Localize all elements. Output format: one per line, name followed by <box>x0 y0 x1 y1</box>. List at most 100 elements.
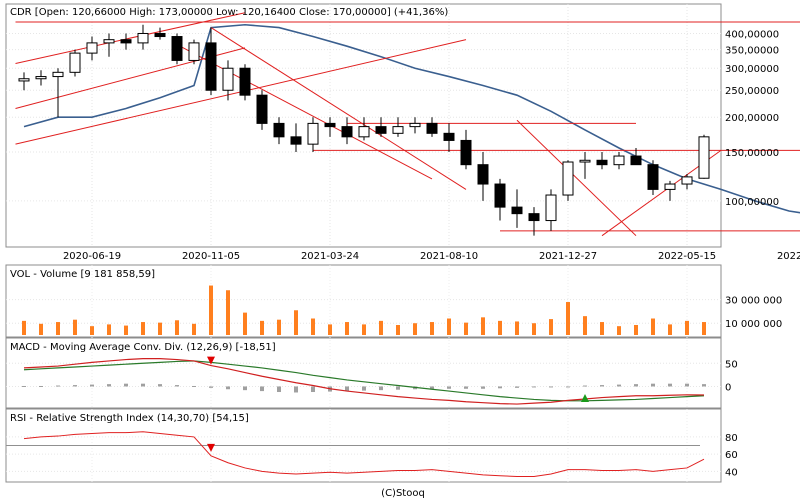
candle-body <box>273 122 285 138</box>
volume-bar <box>107 324 111 335</box>
macd-histogram-bar <box>549 386 553 388</box>
volume-bar <box>413 323 417 335</box>
rsi-y-tick: 40 <box>725 467 738 478</box>
candle-body <box>426 122 438 134</box>
x-axis-date-tick: 2021-08-10 <box>420 251 478 262</box>
macd-histogram-bar <box>124 383 128 387</box>
macd-histogram-bar <box>345 386 349 392</box>
axis-labels: 400,00000 350,00000 300,00000 250,00000 200,… <box>63 29 800 478</box>
macd-histogram-bar <box>634 384 638 387</box>
candle-body <box>681 176 693 185</box>
volume-bar <box>158 322 162 335</box>
macd-histogram-bar <box>294 386 298 393</box>
macd-pane <box>5 337 722 409</box>
macd-histogram-bar <box>192 385 196 387</box>
x-axis-date-tick: 2021-03-24 <box>301 251 359 262</box>
macd-histogram-bar <box>481 386 485 389</box>
trend-line <box>15 12 246 64</box>
volume-bar <box>685 320 689 335</box>
candle-body <box>18 78 30 82</box>
macd-header-label: MACD - Moving Average Conv. Div. (12,26,… <box>10 342 276 353</box>
volume-marks <box>6 285 721 335</box>
price-y-tick: 250,00000 <box>725 86 779 97</box>
macd-histogram-bar <box>702 384 706 387</box>
volume-bar <box>498 320 502 335</box>
macd-histogram-bar <box>22 385 26 387</box>
volume-bar <box>73 319 77 335</box>
candle-body <box>103 39 115 44</box>
price-y-tick: 200,00000 <box>725 113 779 124</box>
candle-body <box>647 164 659 190</box>
volume-bar <box>515 321 519 335</box>
candle-body <box>188 42 200 61</box>
volume-bar <box>277 319 281 335</box>
x-axis-date-tick: 2022-10-01 <box>777 251 800 262</box>
price-y-tick: 400,00000 <box>725 29 779 40</box>
macd-histogram-bar <box>617 384 621 387</box>
candle-body <box>256 94 268 124</box>
candle-body <box>596 159 608 166</box>
volume-bar <box>481 317 485 335</box>
footer-credit: (C)Stooq <box>381 488 425 499</box>
candle-body <box>290 136 302 145</box>
volume-bar <box>39 323 43 335</box>
rsi-sell-marker <box>207 443 215 452</box>
candle-body <box>69 52 81 73</box>
volume-bar <box>396 324 400 335</box>
macd-y-tick: 0 <box>725 382 731 393</box>
macd-histogram-bar <box>379 386 383 391</box>
candle-body <box>205 42 217 91</box>
volume-bar <box>209 285 213 335</box>
macd-histogram-bar <box>447 386 451 389</box>
macd-histogram-bar <box>158 384 162 387</box>
macd-histogram-bar <box>141 383 145 387</box>
rsi-marks <box>6 431 721 478</box>
volume-bar <box>22 320 26 335</box>
rsi-line <box>23 431 705 478</box>
macd-histogram-bar <box>532 386 536 388</box>
candle-body <box>562 161 574 196</box>
candle-body <box>324 122 336 128</box>
volume-bar <box>124 325 128 335</box>
macd-histogram-bar <box>651 383 655 387</box>
volume-y-tick: 10 000 000 <box>725 319 782 330</box>
volume-bar <box>243 312 247 335</box>
trend-line <box>210 27 467 190</box>
volume-bar <box>175 320 179 335</box>
candle-body <box>494 183 506 208</box>
macd-histogram-bar <box>464 386 468 389</box>
candle-body <box>120 39 132 44</box>
candle-body <box>477 164 489 185</box>
macd-histogram-bar <box>311 386 315 393</box>
macd-histogram-bar <box>685 383 689 387</box>
volume-bar <box>192 323 196 335</box>
price-y-tick: 350,00000 <box>725 46 779 57</box>
candle-body <box>460 139 472 166</box>
macd-histogram-bar <box>107 384 111 387</box>
volume-bar <box>294 310 298 335</box>
candle-body <box>154 32 166 38</box>
macd-histogram-bar <box>566 386 570 388</box>
macd-histogram-bar <box>56 385 60 387</box>
macd-histogram-bar <box>498 386 502 389</box>
moving-average-line <box>23 23 800 214</box>
macd-line <box>23 358 705 405</box>
candle-body <box>358 126 370 138</box>
volume-bar <box>566 302 570 335</box>
candle-body <box>52 71 64 78</box>
macd-histogram-bar <box>583 385 587 387</box>
candle-body <box>630 155 642 166</box>
volume-bar <box>532 323 536 335</box>
macd-histogram-bar <box>600 385 604 387</box>
rsi-header-label: RSI - Relative Strength Index (14,30,70)… <box>10 413 249 424</box>
macd-histogram-bar <box>396 386 400 390</box>
volume-bar <box>549 319 553 335</box>
macd-signal-line <box>23 360 705 402</box>
macd-marks <box>6 356 721 405</box>
volume-bar <box>617 326 621 335</box>
macd-histogram-bar <box>277 386 281 393</box>
candle-body <box>375 126 387 134</box>
volume-bar <box>447 318 451 335</box>
